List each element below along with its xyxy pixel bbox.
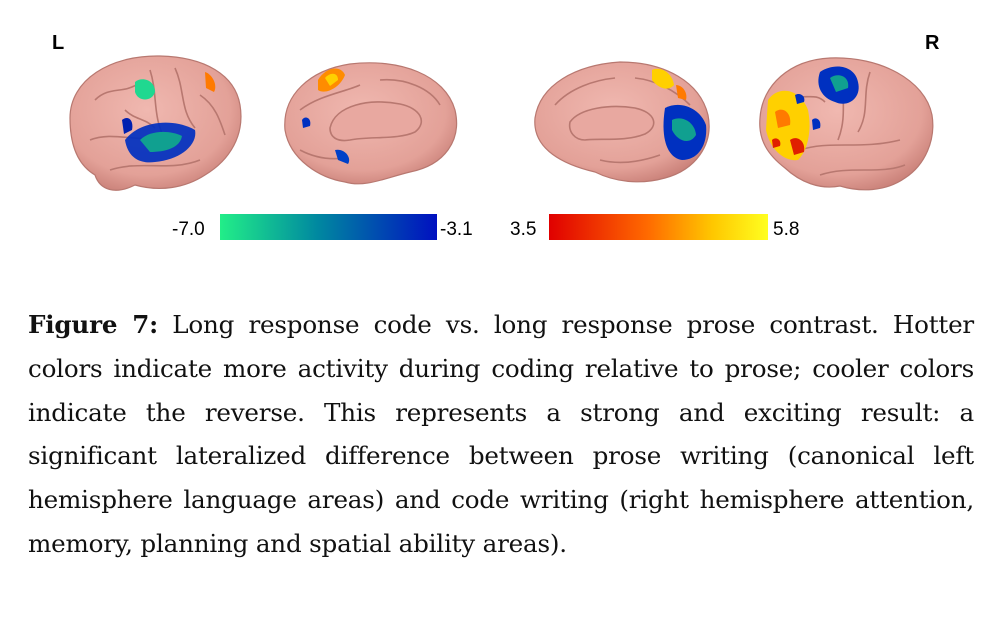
figure-caption: Figure 7: Long response code vs. long re… <box>28 303 974 566</box>
brain-right-medial <box>534 61 710 183</box>
colorbar-cool-max: -3.1 <box>440 219 473 240</box>
left-hemisphere-label: L <box>52 32 65 54</box>
colorbar-cool-min: -7.0 <box>172 219 205 240</box>
right-hemisphere-label: R <box>925 32 940 54</box>
brain-figure <box>69 55 934 191</box>
caption-text: Long response code vs. long response pro… <box>28 310 974 558</box>
brain-left-medial <box>284 62 457 185</box>
colorbar-hot-max: 5.8 <box>773 219 800 240</box>
brain-left-lateral <box>69 55 242 191</box>
colorbar-hot <box>549 214 768 240</box>
brain-right-lateral <box>759 57 934 191</box>
colorbar-hot-min: 3.5 <box>510 219 537 240</box>
colorbar-cool <box>220 214 437 240</box>
figure-number: Figure 7: <box>28 310 159 339</box>
